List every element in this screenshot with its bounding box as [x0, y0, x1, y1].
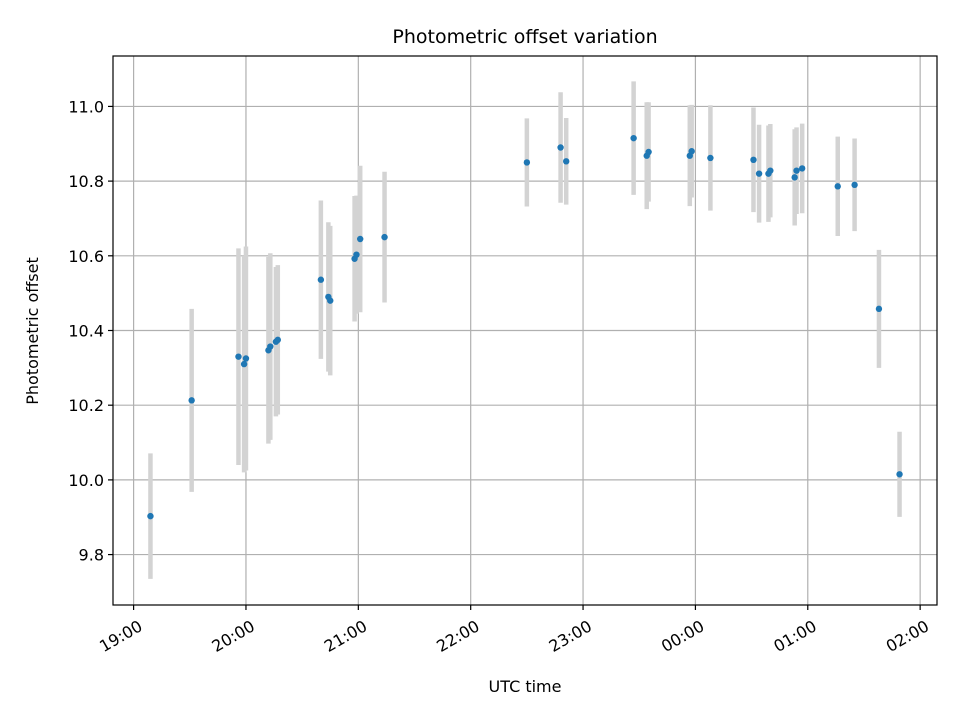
data-point [767, 167, 774, 174]
data-point [896, 471, 903, 478]
data-points [147, 134, 903, 520]
data-point [875, 305, 883, 313]
data-point [274, 336, 281, 344]
data-point [798, 165, 806, 172]
y-tick-label: 10.2 [68, 396, 104, 415]
y-tick-label: 11.0 [68, 97, 104, 116]
data-point [353, 251, 360, 258]
data-point [645, 148, 652, 156]
data-point [557, 144, 564, 151]
y-axis-label: Photometric offset [23, 257, 42, 405]
data-point [381, 233, 388, 241]
data-point [755, 170, 763, 177]
data-point [630, 134, 637, 142]
data-point [523, 159, 531, 166]
y-tick-label: 10.0 [68, 471, 104, 490]
data-point [791, 174, 798, 181]
data-point [851, 181, 858, 189]
data-point [707, 154, 714, 162]
data-point [240, 360, 248, 368]
data-point [563, 158, 570, 165]
data-point [235, 353, 242, 360]
x-axis-label: UTC time [489, 677, 562, 696]
data-point [357, 235, 364, 243]
y-axis: 9.8 10.0 10.2 10.4 10.6 10.8 11.0 [68, 97, 113, 565]
y-tick-label: 10.8 [68, 172, 104, 191]
data-point [147, 512, 154, 520]
data-point [317, 276, 325, 283]
data-point [834, 183, 841, 190]
y-tick-label: 9.8 [79, 546, 104, 565]
data-point [267, 343, 274, 350]
data-point [242, 355, 250, 362]
chart-title: Photometric offset variation [392, 26, 657, 48]
data-point [688, 148, 695, 155]
y-tick-label: 10.4 [68, 322, 104, 341]
data-point [327, 297, 334, 304]
y-tick-label: 10.6 [68, 247, 104, 266]
data-point [188, 397, 195, 404]
data-point [750, 156, 757, 164]
data-point [793, 167, 800, 174]
